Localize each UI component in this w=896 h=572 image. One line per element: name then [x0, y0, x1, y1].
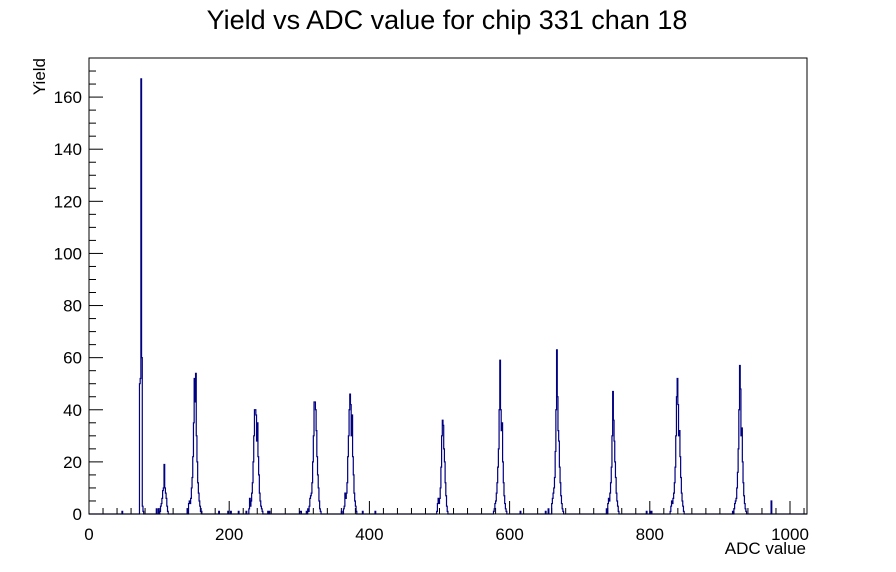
plot-frame	[88, 57, 808, 515]
y-tick-label: 40	[63, 401, 82, 420]
axis-tick-labels: 0 200 400 600 800 1000 0 20 40 60 80 100 120 140 160	[54, 88, 809, 544]
y-axis-label: Yield	[30, 58, 49, 95]
histogram-line	[89, 78, 807, 515]
y-tick-label: 120	[54, 192, 82, 211]
x-axis-label: ADC value	[725, 539, 806, 558]
y-tick-label: 160	[54, 88, 82, 107]
x-tick-label: 200	[215, 525, 243, 544]
x-tick-label: 600	[495, 525, 523, 544]
y-tick-label: 140	[54, 140, 82, 159]
y-tick-label: 0	[73, 505, 82, 524]
x-tick-label: 0	[84, 525, 93, 544]
x-tick-label: 800	[636, 525, 664, 544]
y-tick-label: 20	[63, 453, 82, 472]
y-tick-label: 60	[63, 349, 82, 368]
axis-ticks	[88, 57, 805, 515]
chart-title: Yield vs ADC value for chip 331 chan 18	[207, 5, 688, 35]
y-tick-label: 80	[63, 297, 82, 316]
x-tick-label: 400	[355, 525, 383, 544]
x-tick-label: 1000	[771, 525, 809, 544]
y-tick-label: 100	[54, 244, 82, 263]
